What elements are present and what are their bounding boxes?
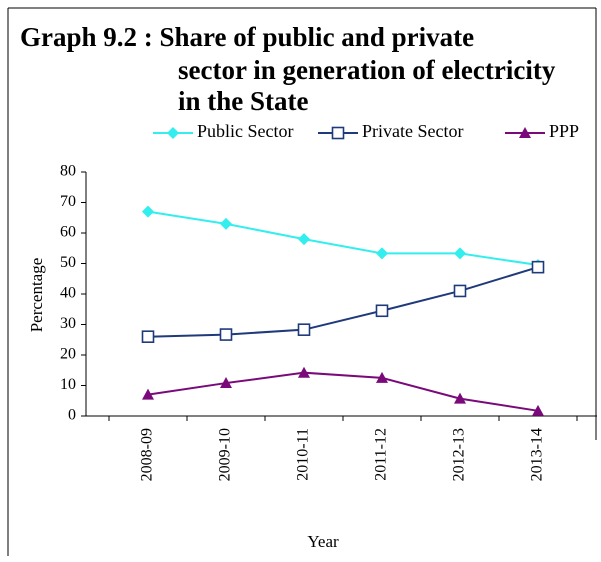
chart-title: sector in generation of electricity bbox=[178, 55, 556, 85]
y-tick-label: 10 bbox=[60, 376, 76, 393]
data-point bbox=[376, 247, 388, 260]
x-tick-label: 2012-13 bbox=[451, 428, 468, 481]
x-tick-label: 2009-10 bbox=[217, 428, 234, 481]
y-tick-label: 0 bbox=[68, 407, 76, 424]
data-point bbox=[531, 260, 545, 274]
data-point bbox=[297, 323, 311, 336]
legend-marker bbox=[519, 127, 531, 138]
series-line bbox=[147, 266, 539, 338]
data-point bbox=[142, 205, 154, 218]
legend-label: Public Sector bbox=[197, 121, 294, 141]
data-point bbox=[453, 284, 467, 298]
data-point bbox=[532, 404, 544, 416]
data-point bbox=[376, 371, 388, 383]
legend-marker bbox=[331, 126, 345, 140]
series-line bbox=[147, 210, 539, 267]
data-point bbox=[375, 304, 389, 318]
y-tick-label: 40 bbox=[60, 285, 76, 302]
y-tick-label: 20 bbox=[60, 346, 76, 363]
legend-marker bbox=[167, 127, 179, 139]
y-tick-label: 30 bbox=[60, 315, 76, 332]
legend-label: Private Sector bbox=[362, 121, 463, 141]
y-tick-label: 60 bbox=[60, 224, 76, 241]
data-point bbox=[219, 328, 233, 341]
y-tick-label: 80 bbox=[60, 163, 76, 180]
x-axis-title: Year bbox=[307, 532, 339, 551]
series-line bbox=[147, 371, 539, 412]
chart-title: in the State bbox=[178, 86, 309, 116]
data-point bbox=[454, 247, 466, 260]
y-axis-title: Percentage bbox=[27, 258, 46, 333]
data-point bbox=[141, 330, 155, 344]
x-tick-label: 2008-09 bbox=[139, 428, 156, 481]
y-tick-label: 70 bbox=[60, 193, 76, 210]
chart-title: Graph 9.2 : Share of public and private bbox=[20, 22, 474, 52]
data-point bbox=[220, 217, 232, 230]
x-tick-label: 2011-12 bbox=[373, 428, 390, 481]
data-point bbox=[298, 233, 310, 246]
x-tick-label: 2010-11 bbox=[295, 428, 312, 481]
x-tick-label: 2013-14 bbox=[529, 428, 546, 481]
data-point bbox=[220, 377, 232, 389]
y-tick-label: 50 bbox=[60, 254, 76, 271]
data-point bbox=[298, 366, 310, 378]
data-point bbox=[142, 388, 154, 400]
data-point bbox=[454, 392, 466, 404]
legend-label: PPP bbox=[549, 121, 579, 141]
